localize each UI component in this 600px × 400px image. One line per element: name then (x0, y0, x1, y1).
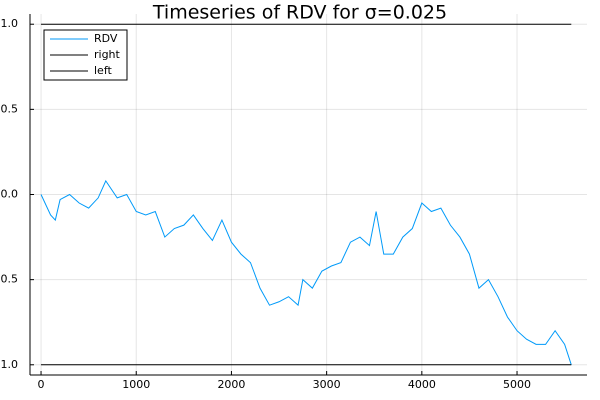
x-tick-label: 3000 (313, 378, 341, 391)
chart-title: Timeseries of RDV for σ=0.025 (152, 2, 447, 24)
x-tick-label: 2000 (217, 378, 245, 391)
y-tick-label: 1.0 (1, 17, 19, 30)
line-series (40, 179, 572, 365)
x-tick-label: 4000 (408, 378, 436, 391)
y-tick-label: -1.0 (0, 358, 18, 371)
x-tick-label: 1000 (122, 378, 150, 391)
legend-label: left (94, 64, 113, 77)
y-tick-label: 0.5 (1, 102, 19, 115)
y-tick-label: -0.5 (0, 273, 18, 286)
legend-label: RDV (94, 32, 118, 45)
x-tick-label: 0 (38, 378, 45, 391)
y-tick-label: 0.0 (1, 188, 19, 201)
legend-label: right (94, 48, 121, 61)
x-tick-label: 5000 (503, 378, 531, 391)
